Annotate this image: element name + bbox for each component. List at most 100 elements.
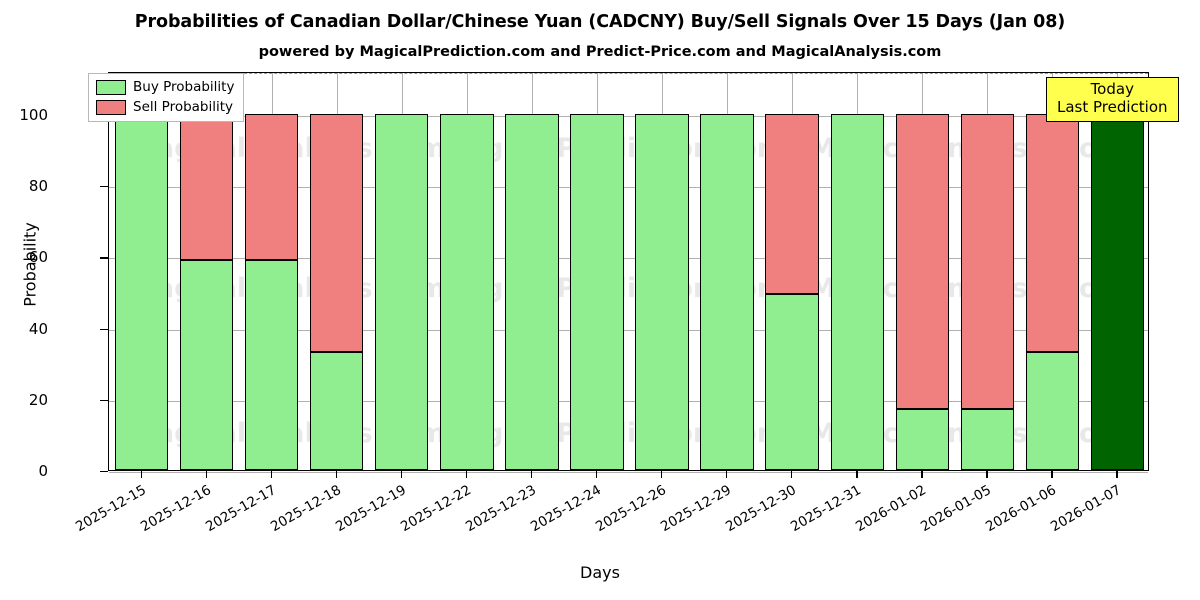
- bar-column[interactable]: [179, 113, 234, 470]
- bar-column[interactable]: [244, 113, 299, 470]
- bar-column[interactable]: [1025, 113, 1080, 470]
- bar-column[interactable]: [570, 113, 624, 470]
- y-tick-mark: [100, 186, 108, 188]
- gridline: [109, 187, 1148, 188]
- gridline: [109, 115, 1148, 117]
- reference-line: [109, 73, 1148, 74]
- plot-area: MagicalAnalysis.comMagicalPrediction.com…: [108, 72, 1149, 473]
- x-tick-mark: [791, 471, 793, 478]
- y-axis-label: Probability: [20, 222, 40, 307]
- legend-item-buy: Buy Probability: [96, 79, 234, 95]
- y-tick-mark: [100, 399, 108, 402]
- gridline: [109, 329, 1148, 331]
- x-tick-mark: [465, 471, 468, 478]
- bar-column[interactable]: [310, 113, 364, 470]
- bar-column[interactable]: [505, 113, 559, 470]
- bar-segment-sell[interactable]: [895, 113, 949, 410]
- bar-column[interactable]: [440, 113, 494, 470]
- x-tick-label: 2025-12-18: [267, 482, 344, 536]
- x-tick-mark: [1116, 471, 1118, 478]
- chart-legend: Buy Probability Sell Probability: [88, 73, 245, 122]
- bar-segment-buy[interactable]: [700, 113, 754, 470]
- bar-segment-sell[interactable]: [960, 113, 1014, 410]
- gridline: [109, 258, 1148, 260]
- bar-column[interactable]: [765, 113, 819, 470]
- x-tick-label: 2025-12-23: [462, 482, 539, 536]
- bar-segment-sell[interactable]: [1025, 113, 1080, 353]
- x-tick-mark: [335, 471, 338, 478]
- x-tick-label: 2025-12-16: [137, 482, 214, 536]
- bar-column[interactable]: [700, 113, 754, 470]
- x-tick-label: 2025-12-24: [528, 482, 604, 536]
- bar-column[interactable]: [114, 113, 169, 470]
- y-tick-label: 20: [28, 390, 48, 409]
- x-tick-mark: [205, 471, 207, 478]
- legend-swatch-sell: [96, 99, 126, 115]
- bar-column[interactable]: [830, 113, 884, 470]
- bar-segment-today[interactable]: [1090, 113, 1145, 470]
- x-tick-label: 2025-12-29: [658, 482, 735, 536]
- x-tick-mark: [530, 471, 533, 478]
- x-tick-label: 2025-12-15: [72, 482, 149, 536]
- bar-segment-sell[interactable]: [244, 113, 299, 260]
- y-tick-label: 60: [28, 248, 48, 267]
- x-tick-mark: [726, 471, 728, 478]
- bar-segment-buy[interactable]: [960, 409, 1014, 470]
- x-tick-mark: [921, 471, 923, 478]
- y-tick-mark: [100, 471, 108, 473]
- y-tick-label: 100: [19, 105, 48, 124]
- x-tick-mark: [270, 471, 272, 478]
- x-tick-mark: [595, 471, 598, 478]
- bar-segment-buy[interactable]: [244, 259, 299, 470]
- gridline: [109, 400, 1148, 402]
- bar-segment-buy[interactable]: [505, 113, 559, 470]
- x-tick-mark: [1051, 471, 1053, 478]
- today-annotation-line1: Today: [1090, 80, 1134, 98]
- gridline: [109, 472, 1148, 473]
- bar-series-layer: [109, 73, 1148, 470]
- today-annotation-box: Today Last Prediction: [1046, 77, 1179, 123]
- bar-column[interactable]: [635, 113, 689, 470]
- bar-segment-buy[interactable]: [1025, 352, 1080, 470]
- bar-segment-buy[interactable]: [830, 113, 884, 470]
- bar-column[interactable]: [375, 113, 429, 470]
- today-annotation-line2: Last Prediction: [1057, 97, 1168, 116]
- bar-segment-buy[interactable]: [179, 259, 234, 470]
- legend-label-sell: Sell Probability: [133, 99, 234, 115]
- bar-column[interactable]: [895, 113, 949, 470]
- chart-title: Probabilities of Canadian Dollar/Chinese…: [134, 12, 1066, 32]
- legend-label-buy: Buy Probability: [133, 79, 235, 95]
- bar-segment-sell[interactable]: [765, 113, 819, 294]
- y-tick-label: 0: [38, 462, 48, 480]
- x-tick-mark: [400, 471, 403, 478]
- bar-segment-buy[interactable]: [375, 113, 429, 470]
- bar-segment-buy[interactable]: [570, 113, 624, 470]
- legend-swatch-buy: [96, 79, 126, 95]
- y-tick-mark: [100, 328, 108, 330]
- y-tick-mark: [100, 257, 108, 259]
- x-tick-label: 2025-12-17: [202, 482, 279, 536]
- x-tick-label: 2025-12-22: [397, 482, 474, 536]
- bar-segment-buy[interactable]: [114, 113, 169, 470]
- x-tick-mark: [661, 471, 663, 478]
- chart-subtitle: powered by MagicalPrediction.com and Pre…: [258, 44, 942, 60]
- bar-segment-buy[interactable]: [310, 352, 364, 470]
- x-tick-mark: [986, 471, 988, 478]
- bar-segment-buy[interactable]: [440, 113, 494, 470]
- bar-segment-buy[interactable]: [635, 113, 689, 470]
- bar-column[interactable]: [960, 113, 1014, 470]
- bar-segment-sell[interactable]: [310, 113, 364, 353]
- x-tick-label: 2026-01-07: [1048, 482, 1125, 536]
- x-tick-label: 2025-12-26: [593, 482, 670, 536]
- y-tick-label: 80: [28, 177, 48, 195]
- x-axis-label: Days: [580, 563, 620, 582]
- legend-item-sell: Sell Probability: [96, 99, 234, 115]
- bar-column[interactable]: [1090, 113, 1145, 470]
- bar-segment-buy[interactable]: [895, 409, 949, 470]
- x-tick-mark: [856, 471, 858, 478]
- x-tick-label: 2025-12-19: [332, 482, 409, 536]
- bar-segment-buy[interactable]: [765, 293, 819, 470]
- x-tick-mark: [140, 471, 142, 478]
- y-tick-label: 40: [28, 319, 48, 338]
- bar-segment-sell[interactable]: [179, 113, 234, 260]
